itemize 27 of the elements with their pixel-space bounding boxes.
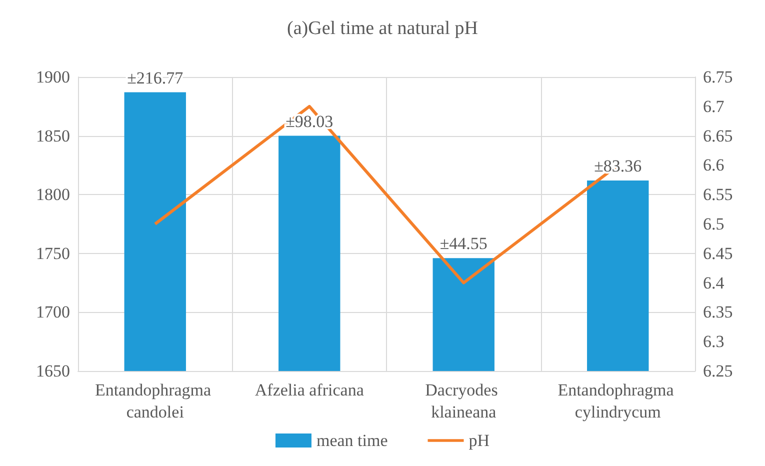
y2-tick-label: 6.75 [703,68,733,86]
y-tick-label: 1750 [36,244,70,263]
y2-tick-label: 6.65 [703,126,733,146]
x-tick-label: Entandophragma candolei [94,380,216,422]
annotation: ±44.55 [440,234,488,254]
y2-tick-label: 6.5 [703,214,724,234]
y-tick-label: 1800 [36,185,70,204]
x-tick-label: Afzelia africana [254,380,364,400]
y2-tick-label: 6.55 [703,185,733,204]
y-tick-label: 1900 [36,68,70,86]
y2-tick-label: 6.25 [703,362,733,380]
y2-tick-label: 6.6 [703,156,724,175]
legend-label: mean time [316,431,388,450]
y2-tick-label: 6.3 [703,332,724,352]
y-tick-label: 1850 [36,126,70,146]
annotation: ±83.36 [594,156,642,176]
y-tick-label: 1700 [36,302,70,322]
legend-label: pH [468,431,490,450]
y2-tick-label: 6.45 [703,244,733,263]
y2-tick-label: 6.7 [703,96,725,116]
x-tick-label: Entandophragma cylindrycum [558,380,678,422]
x-tick-label: Dacryodes klaineana [425,380,502,422]
y-tick-label: 1650 [36,362,70,380]
y2-tick-label: 6.4 [703,273,725,292]
y2-tick-label: 6.35 [703,302,733,322]
annotation: ±216.77 [127,68,184,88]
chart-title: (a)Gel time at natural pH [287,18,478,39]
